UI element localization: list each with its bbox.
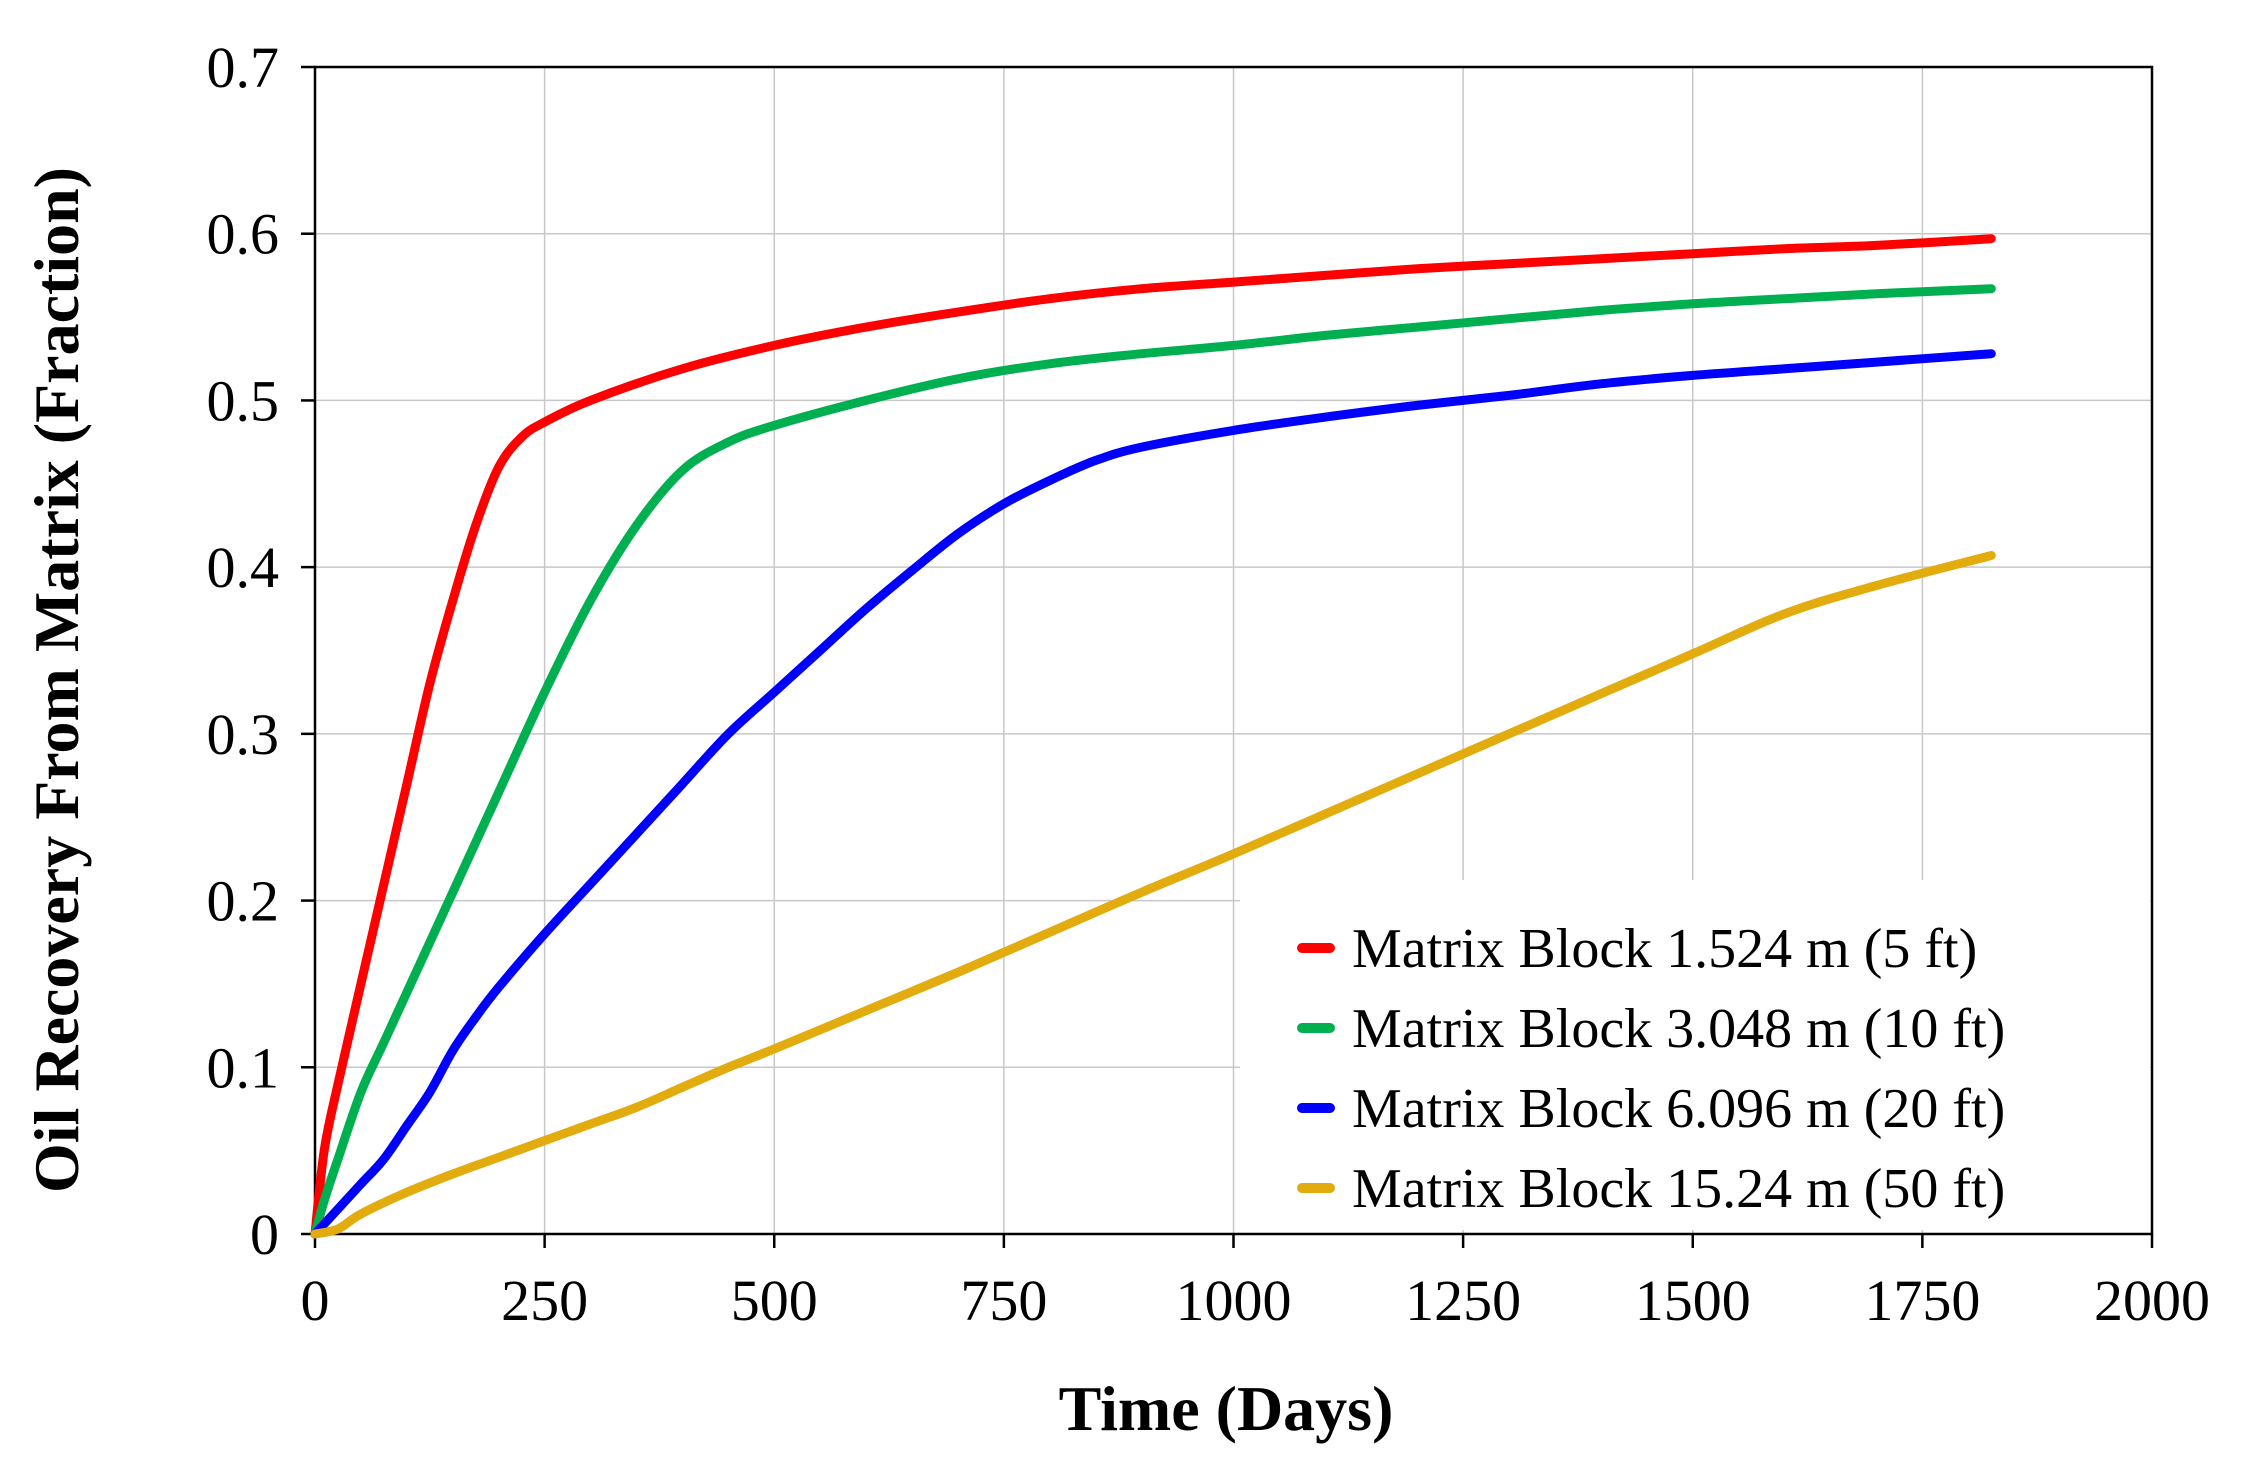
legend: Matrix Block 1.524 m (5 ft) Matrix Block … (1240, 880, 2150, 1230)
x-tick-label: 2000 (2094, 1268, 2210, 1333)
x-tick-label: 0 (301, 1268, 330, 1333)
series-line-4 (310, 551, 1996, 1239)
y-tick-label: 0.7 (207, 35, 280, 100)
x-tick-label: 1250 (1405, 1268, 1521, 1333)
legend-label: Matrix Block 3.048 m (10 ft) (1352, 998, 2005, 1060)
series-line-3 (310, 349, 1996, 1239)
x-tick-label: 500 (731, 1268, 818, 1333)
y-tick-label: 0 (250, 1202, 279, 1267)
x-tick-label: 1000 (1176, 1268, 1292, 1333)
y-tick-label: 0.6 (207, 202, 280, 267)
x-tick-label: 750 (960, 1268, 1047, 1333)
axes (301, 65, 2154, 1248)
y-tick-label: 0.5 (207, 368, 280, 433)
legend-background (1240, 880, 2150, 1230)
x-tick-label: 1750 (1864, 1268, 1980, 1333)
y-tick-label: 0.3 (207, 702, 280, 767)
series-line-2 (310, 284, 1996, 1239)
y-tick-label: 0.4 (207, 535, 280, 600)
x-tick-label: 250 (501, 1268, 588, 1333)
series-line-1 (310, 234, 1996, 1239)
y-axis-title: Oil Recovery From Matrix (Fraction) (21, 167, 92, 1193)
x-tick-label: 1500 (1635, 1268, 1751, 1333)
tick-labels: 0 250 500 750 1000 1250 1500 1750 2000 0 0.1 0.2 0.3… (207, 35, 2211, 1333)
y-tick-label: 0.2 (207, 869, 280, 934)
x-axis-title: Time (Days) (1059, 1373, 1394, 1444)
legend-label: Matrix Block 6.096 m (20 ft) (1352, 1078, 2005, 1140)
legend-label: Matrix Block 15.24 m (50 ft) (1352, 1158, 2005, 1220)
series-lines (310, 234, 1996, 1239)
y-tick-label: 0.1 (207, 1035, 280, 1100)
legend-label: Matrix Block 1.524 m (5 ft) (1352, 918, 1977, 980)
